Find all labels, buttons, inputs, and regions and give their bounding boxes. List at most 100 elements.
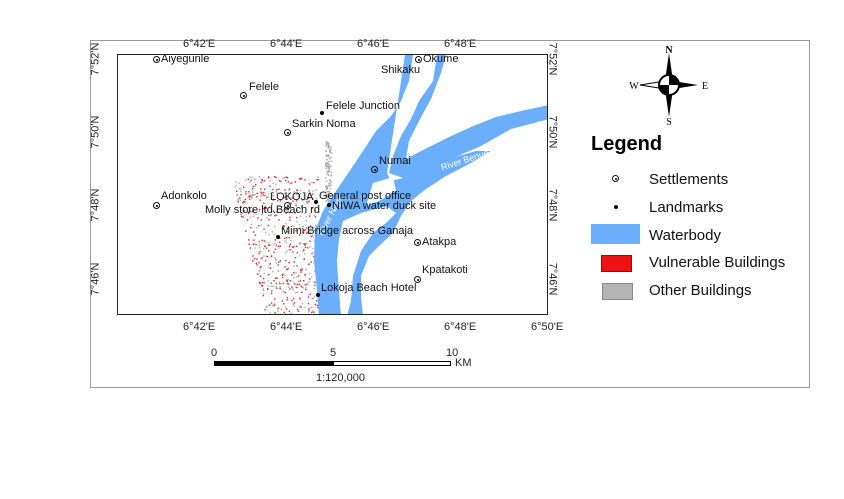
settlement-marker — [153, 56, 160, 63]
building-mark — [325, 141, 328, 143]
building-mark — [305, 314, 306, 315]
right-tick: 7°50'N — [546, 115, 559, 149]
building-mark — [263, 272, 266, 275]
building-mark — [266, 256, 269, 258]
building-mark — [312, 247, 314, 250]
building-mark — [241, 212, 244, 215]
building-mark — [302, 199, 304, 202]
building-mark — [326, 187, 329, 190]
building-mark — [326, 159, 328, 161]
building-mark — [329, 151, 332, 154]
building-mark — [260, 224, 263, 226]
building-mark — [274, 248, 277, 250]
building-mark — [329, 157, 331, 160]
building-mark — [286, 299, 288, 301]
settlement-marker — [153, 202, 160, 209]
building-mark — [325, 150, 327, 153]
building-mark — [326, 195, 329, 197]
building-mark — [256, 196, 258, 198]
building-mark — [308, 278, 311, 280]
building-mark — [300, 189, 302, 192]
building-mark — [298, 306, 301, 308]
building-mark — [265, 306, 267, 308]
building-mark — [293, 302, 296, 304]
building-mark — [272, 182, 274, 185]
building-mark — [296, 192, 298, 195]
building-mark — [273, 251, 275, 254]
building-mark — [330, 165, 332, 168]
top-tick: 6°44'E — [270, 38, 303, 50]
west-label: W — [629, 81, 639, 92]
building-mark — [248, 206, 250, 209]
building-mark — [298, 254, 301, 257]
building-mark — [260, 194, 262, 197]
legend-landmark-icon — [614, 205, 618, 209]
building-mark — [291, 181, 294, 184]
building-mark — [284, 266, 286, 268]
building-mark — [309, 212, 311, 215]
building-mark — [287, 279, 289, 281]
settlement-marker — [284, 129, 291, 136]
building-mark — [291, 287, 294, 290]
building-mark — [327, 155, 330, 157]
building-mark — [272, 210, 275, 212]
building-mark — [278, 237, 281, 239]
building-mark — [269, 180, 271, 182]
map-canvas — [234, 55, 547, 315]
building-mark — [284, 179, 287, 182]
building-mark — [299, 299, 301, 301]
building-mark — [285, 176, 287, 178]
building-mark — [237, 198, 240, 200]
building-mark — [316, 300, 318, 302]
building-mark — [278, 281, 281, 284]
building-mark — [300, 206, 303, 208]
building-mark — [293, 261, 296, 263]
building-mark — [249, 210, 251, 212]
settlement-label: Okume — [423, 53, 459, 65]
building-mark — [328, 164, 330, 167]
building-mark — [286, 198, 288, 200]
building-mark — [269, 206, 271, 208]
building-mark — [313, 281, 315, 283]
building-mark — [312, 310, 314, 312]
building-mark — [274, 298, 276, 300]
building-mark — [279, 287, 281, 289]
building-mark — [282, 228, 284, 230]
building-mark — [247, 212, 250, 215]
landmark-marker — [320, 111, 324, 115]
building-mark — [286, 211, 289, 213]
building-mark — [236, 194, 239, 197]
building-mark — [325, 164, 327, 166]
building-mark — [286, 280, 289, 283]
building-mark — [310, 194, 312, 197]
building-mark — [252, 243, 255, 246]
building-mark — [304, 198, 306, 201]
building-mark — [296, 308, 299, 311]
building-mark — [327, 166, 329, 168]
building-mark — [325, 185, 327, 187]
building-mark — [260, 284, 263, 287]
building-mark — [259, 247, 261, 249]
building-mark — [279, 286, 281, 288]
building-mark — [261, 192, 263, 195]
building-mark — [294, 283, 296, 285]
building-mark — [235, 190, 238, 193]
building-mark — [309, 231, 312, 233]
building-mark — [330, 174, 333, 176]
building-mark — [270, 214, 272, 216]
left-tick: 7°50'N — [89, 115, 102, 149]
building-mark — [272, 188, 274, 191]
building-mark — [267, 288, 269, 291]
building-mark — [277, 200, 279, 202]
building-mark — [327, 196, 329, 199]
building-mark — [284, 252, 287, 254]
building-mark — [327, 142, 329, 145]
building-mark — [249, 181, 251, 183]
building-mark — [325, 167, 328, 170]
building-mark — [307, 197, 310, 199]
building-mark — [268, 218, 270, 221]
building-mark — [330, 152, 333, 154]
building-mark — [304, 274, 306, 276]
building-mark — [253, 242, 256, 245]
building-mark — [294, 212, 296, 214]
